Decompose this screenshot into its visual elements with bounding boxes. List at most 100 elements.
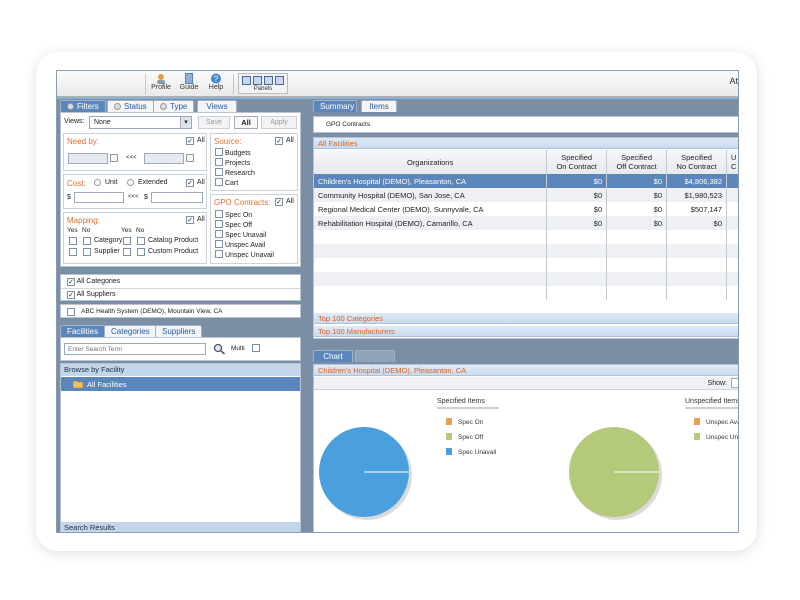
multi-checkbox[interactable] <box>252 344 260 352</box>
browse-tabbar: Facilities Categories Suppliers <box>57 324 305 337</box>
cost-min-input[interactable] <box>74 192 124 203</box>
custom-yes-checkbox[interactable] <box>123 248 131 256</box>
cell-on: $0 <box>546 174 608 188</box>
mapping-all-checkbox[interactable] <box>186 216 194 224</box>
supplier-yes-checkbox[interactable] <box>69 248 77 256</box>
filters-radio-icon <box>67 103 74 110</box>
custom-product-label: Custom Product <box>148 248 199 255</box>
system-checkbox[interactable] <box>67 308 75 316</box>
supplier-label: Supplier <box>94 248 120 255</box>
gpo-item[interactable]: Unspec Avail <box>215 240 274 250</box>
tab-type[interactable]: Type <box>153 100 195 112</box>
tab-chart-label: Chart <box>323 352 343 361</box>
tab-chart[interactable]: Chart <box>313 350 353 362</box>
cell-unspec <box>726 188 738 202</box>
cell-off: $0 <box>606 202 668 216</box>
cost-unit-radio[interactable] <box>94 179 101 186</box>
table-row[interactable]: Community Hospital (DEMO), San Jose, CA … <box>314 188 738 202</box>
browse-panel: Browse by Facility All Facilities Search… <box>60 363 301 532</box>
calendar-icon[interactable] <box>186 154 194 162</box>
column-header-off-contract[interactable]: Specified Off Contract <box>606 150 668 174</box>
search-icon[interactable] <box>213 343 226 355</box>
panels-label: Panels <box>253 86 273 92</box>
column-header-on-contract[interactable]: Specified On Contract <box>546 150 608 174</box>
panel-layout-1-icon[interactable] <box>242 76 251 85</box>
tab-suppliers[interactable]: Suppliers <box>155 325 203 337</box>
catalog-no-checkbox[interactable] <box>137 237 145 245</box>
cell-org: Rehabilitation Hospital (DEMO), Camarill… <box>314 216 548 230</box>
panel-layout-4-icon[interactable] <box>275 76 284 85</box>
cost-max-input[interactable] <box>151 192 203 203</box>
gpo-all-checkbox[interactable] <box>275 198 283 206</box>
help-button[interactable]: ? Help <box>205 73 227 95</box>
category-yes-checkbox[interactable] <box>69 237 77 245</box>
need-by-start-date[interactable] <box>68 153 108 164</box>
table-row[interactable]: Rehabilitation Hospital (DEMO), Camarill… <box>314 216 738 230</box>
all-suppliers-checkbox[interactable] <box>67 291 75 299</box>
gpo-item[interactable]: Spec Unavail <box>215 230 274 240</box>
views-select[interactable]: None ▾ <box>89 116 192 129</box>
source-item[interactable]: Projects <box>215 158 255 168</box>
system-row[interactable]: ABC Health System (DEMO), Mountain View,… <box>60 304 301 318</box>
cell-no: $0 <box>666 216 728 230</box>
column-header-organizations[interactable]: Organizations <box>314 150 548 174</box>
need-by-all-checkbox[interactable] <box>186 137 194 145</box>
panel-layout-2-icon[interactable] <box>253 76 262 85</box>
custom-no-checkbox[interactable] <box>137 248 145 256</box>
all-facilities-node[interactable]: All Facilities <box>61 377 300 391</box>
cost-extended-radio[interactable] <box>127 179 134 186</box>
all-categories-checkbox[interactable] <box>67 278 75 286</box>
tab-categories[interactable]: Categories <box>104 325 157 337</box>
guide-button[interactable]: Guide <box>177 73 201 95</box>
gpo-contracts-subtab[interactable]: GPO Contracts <box>326 121 371 128</box>
legend-swatch <box>694 418 700 425</box>
all-suppliers-item[interactable]: All Suppliers <box>67 291 115 299</box>
table-row[interactable]: Children's Hospital (DEMO), Pleasanton, … <box>314 174 738 188</box>
source-item[interactable]: Budgets <box>215 148 255 158</box>
gpo-item[interactable]: Spec On <box>215 210 274 220</box>
catalog-yes-checkbox[interactable] <box>123 237 131 245</box>
tab-summary[interactable]: Summary <box>313 100 357 112</box>
table-row-empty <box>314 286 738 300</box>
tab-table[interactable] <box>355 350 395 362</box>
calendar-icon[interactable] <box>110 154 118 162</box>
tab-items[interactable]: Items <box>361 100 397 112</box>
show-select[interactable] <box>731 378 738 388</box>
tab-filters[interactable]: Filters <box>60 100 106 112</box>
tab-status-label: Status <box>124 102 147 111</box>
cost-all-checkbox[interactable] <box>186 179 194 187</box>
source-all-checkbox[interactable] <box>275 137 283 145</box>
guide-label: Guide <box>179 84 199 91</box>
search-results-header[interactable]: Search Results <box>61 522 300 532</box>
top-categories-header[interactable]: Top 100 Categories <box>314 313 738 324</box>
gpo-item[interactable]: Unspec Unavail <box>215 250 274 260</box>
right-tabbar: Summary Items <box>309 99 738 112</box>
gpo-contracts-label: GPO Contracts: <box>214 198 271 207</box>
tab-status[interactable]: Status <box>107 100 154 112</box>
apply-view-button[interactable]: Apply <box>261 116 297 129</box>
source-item[interactable]: Research <box>215 168 255 178</box>
table-row[interactable]: Regional Medical Center (DEMO), Sunnyval… <box>314 202 738 216</box>
tab-facilities[interactable]: Facilities <box>60 325 106 337</box>
top-manufacturers-header[interactable]: Top 100 Manufacturers <box>314 326 738 337</box>
column-header-no-contract[interactable]: Specified No Contract <box>666 150 728 174</box>
mapping-no-header: No <box>82 227 91 234</box>
cost-group: Cost: Unit Extended All $ <<< $ <box>63 174 207 209</box>
all-view-button[interactable]: All <box>234 116 258 129</box>
source-item[interactable]: Cart <box>215 178 255 188</box>
table-row-empty <box>314 272 738 286</box>
save-view-button[interactable]: Save <box>198 116 230 129</box>
cell-no: $4,806,382 <box>666 174 728 188</box>
gpo-item[interactable]: Spec Off <box>215 220 274 230</box>
panel-layout-3-icon[interactable] <box>264 76 273 85</box>
all-categories-item[interactable]: All Categories <box>67 278 120 286</box>
cell-org: Community Hospital (DEMO), San Jose, CA <box>314 188 548 202</box>
category-no-checkbox[interactable] <box>83 237 91 245</box>
profile-button[interactable]: Profile <box>148 73 174 95</box>
legend-label: Unspec Unavail <box>706 434 739 441</box>
tab-views[interactable]: Views <box>197 100 237 112</box>
need-by-end-date[interactable] <box>144 153 184 164</box>
supplier-no-checkbox[interactable] <box>83 248 91 256</box>
search-input[interactable] <box>64 343 206 355</box>
